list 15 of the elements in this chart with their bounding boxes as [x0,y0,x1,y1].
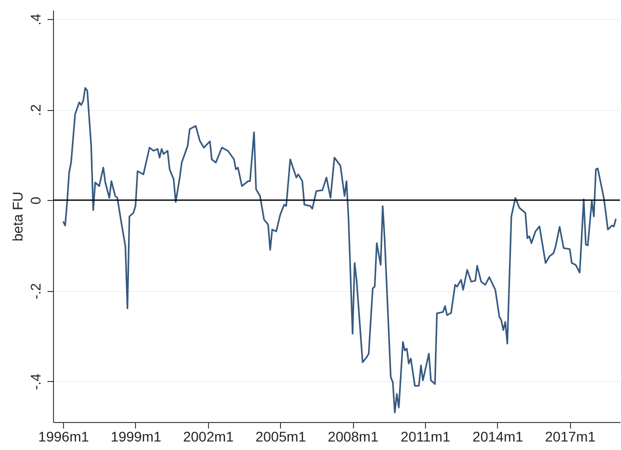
y-tick-label: -.2 [28,282,44,300]
x-tick-label: 2008m1 [328,428,379,444]
y-tick-label: -.4 [28,373,44,390]
y-axis-title: beta FU [10,192,26,242]
x-tick-label: 2014m1 [472,428,524,444]
x-tick-label: 2011m1 [400,428,450,444]
y-tick-label: .4 [28,14,44,26]
x-tick-label: 2017m1 [544,428,596,444]
line-series [62,87,617,414]
x-tick-label: 2005m1 [255,428,306,444]
x-tick-label: 2002m1 [183,428,234,444]
x-tick-label: 1999m1 [110,428,162,444]
y-tick-label: .2 [28,104,44,116]
y-tick-label: 0 [28,196,44,205]
x-tick-label: 1996m1 [38,428,90,444]
